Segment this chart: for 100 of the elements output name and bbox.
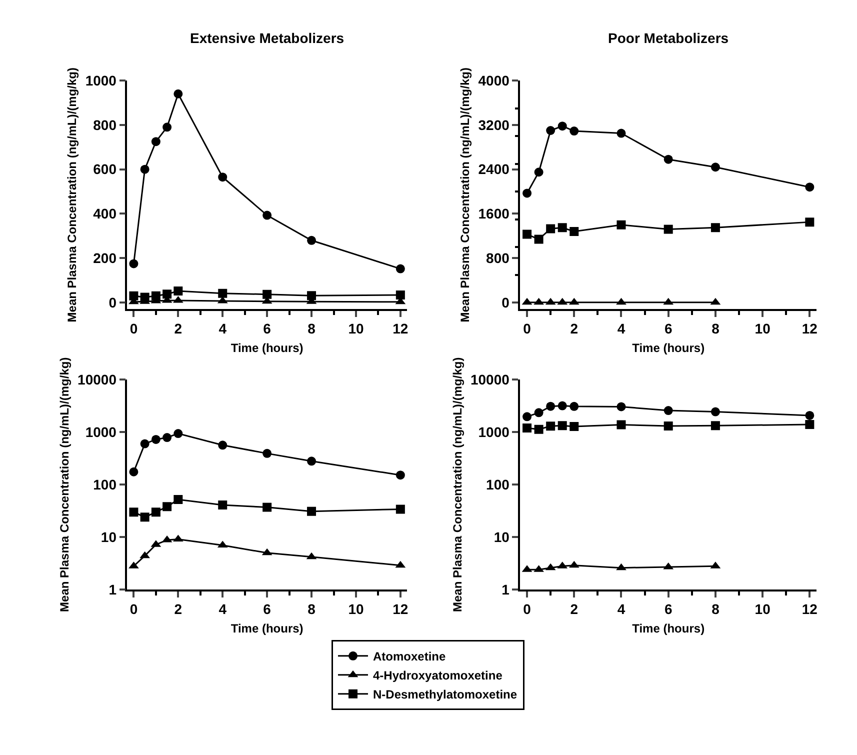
y-tick-label: 0 — [502, 294, 510, 310]
y-tick-label: 4000 — [478, 72, 510, 88]
x-axis-title: Time (hours) — [632, 341, 705, 356]
point — [616, 298, 626, 305]
point — [174, 495, 183, 504]
x-tick-label: 12 — [802, 601, 818, 618]
point — [129, 467, 138, 476]
point — [805, 420, 814, 429]
point — [616, 420, 626, 430]
point — [805, 410, 814, 420]
x-tick-label: 8 — [308, 320, 316, 337]
point — [396, 290, 405, 300]
y-tick-label: 800 — [486, 250, 510, 266]
point — [546, 422, 556, 431]
x-tick-label: 0 — [523, 320, 532, 337]
point — [534, 424, 544, 434]
y-tick-label: 10 — [100, 529, 117, 546]
x-tick-label: 10 — [348, 320, 364, 337]
y-tick-label: 800 — [93, 116, 117, 133]
y-tick-label: 1 — [502, 582, 510, 598]
point — [570, 422, 579, 432]
x-tick-label: 4 — [617, 320, 626, 337]
point — [558, 421, 567, 430]
point — [522, 423, 532, 432]
y-tick-label: 600 — [93, 161, 117, 178]
y-axis-title: Mean Plasma Concentration (ng/mL)/(mg/kg) — [57, 357, 72, 612]
x-tick-label: 4 — [617, 601, 626, 618]
point — [162, 433, 172, 442]
point — [570, 126, 579, 136]
point — [546, 126, 556, 135]
point — [162, 502, 172, 512]
x-tick-label: 10 — [348, 601, 364, 618]
x-tick-label: 8 — [308, 601, 316, 618]
x-tick-label: 0 — [523, 601, 532, 618]
y-tick-label: 1 — [108, 582, 117, 598]
point — [140, 164, 150, 174]
point — [307, 456, 316, 466]
y-axis-title: Mean Plasma Concentration (ng/mL)/(mg/kg) — [450, 357, 464, 612]
point — [616, 128, 626, 138]
point — [534, 168, 544, 177]
point — [522, 230, 532, 239]
point — [546, 402, 556, 411]
x-tick-label: 10 — [754, 601, 771, 618]
point — [664, 154, 673, 164]
point — [129, 508, 138, 517]
x-tick-label: 6 — [263, 601, 272, 618]
point — [129, 291, 138, 300]
y-tick-label: 200 — [93, 250, 117, 266]
point — [174, 286, 183, 296]
point — [262, 290, 272, 299]
point — [558, 401, 567, 410]
x-tick-label: 2 — [570, 601, 578, 618]
legend-label: Atomoxetine — [373, 650, 446, 664]
x-tick-label: 8 — [712, 601, 720, 618]
point — [570, 227, 579, 236]
point — [534, 234, 544, 244]
point — [616, 402, 626, 412]
point — [396, 264, 405, 274]
point — [534, 408, 544, 418]
point — [396, 504, 405, 514]
point — [522, 412, 532, 422]
x-tick-label: 12 — [392, 601, 408, 618]
point — [218, 500, 228, 510]
point — [805, 182, 814, 192]
y-tick-label: 10000 — [470, 372, 510, 388]
point — [218, 288, 228, 298]
x-axis-title: Time (hours) — [230, 341, 304, 356]
point — [262, 502, 272, 512]
point — [162, 122, 172, 132]
y-tick-label: 1000 — [478, 424, 510, 440]
x-tick-label: 12 — [392, 320, 408, 337]
point — [140, 512, 150, 522]
x-tick-label: 6 — [263, 320, 272, 337]
point — [546, 224, 556, 234]
y-tick-label: 100 — [93, 476, 117, 493]
y-tick-label: 400 — [93, 206, 117, 222]
point — [262, 448, 272, 458]
legend-label: 4-Hydroxyatomoxetine — [373, 668, 503, 683]
point — [218, 172, 228, 182]
point — [307, 236, 316, 245]
point — [616, 563, 626, 570]
point — [710, 162, 720, 172]
point — [140, 439, 150, 448]
x-tick-label: 2 — [174, 320, 182, 337]
y-tick-label: 10 — [494, 529, 510, 546]
x-tick-label: 4 — [218, 601, 227, 618]
point — [151, 508, 160, 517]
point — [218, 440, 228, 450]
point — [174, 89, 183, 98]
x-tick-label: 4 — [218, 320, 227, 337]
chart-title: Poor Metabolizers — [608, 30, 729, 46]
y-tick-label: 2400 — [478, 161, 510, 178]
point — [174, 429, 183, 438]
y-tick-label: 0 — [108, 294, 117, 310]
point — [664, 421, 673, 430]
y-tick-label: 1000 — [85, 72, 117, 88]
point — [396, 470, 405, 480]
x-tick-label: 10 — [754, 320, 771, 337]
point — [262, 210, 272, 220]
y-tick-label: 3200 — [478, 116, 510, 133]
